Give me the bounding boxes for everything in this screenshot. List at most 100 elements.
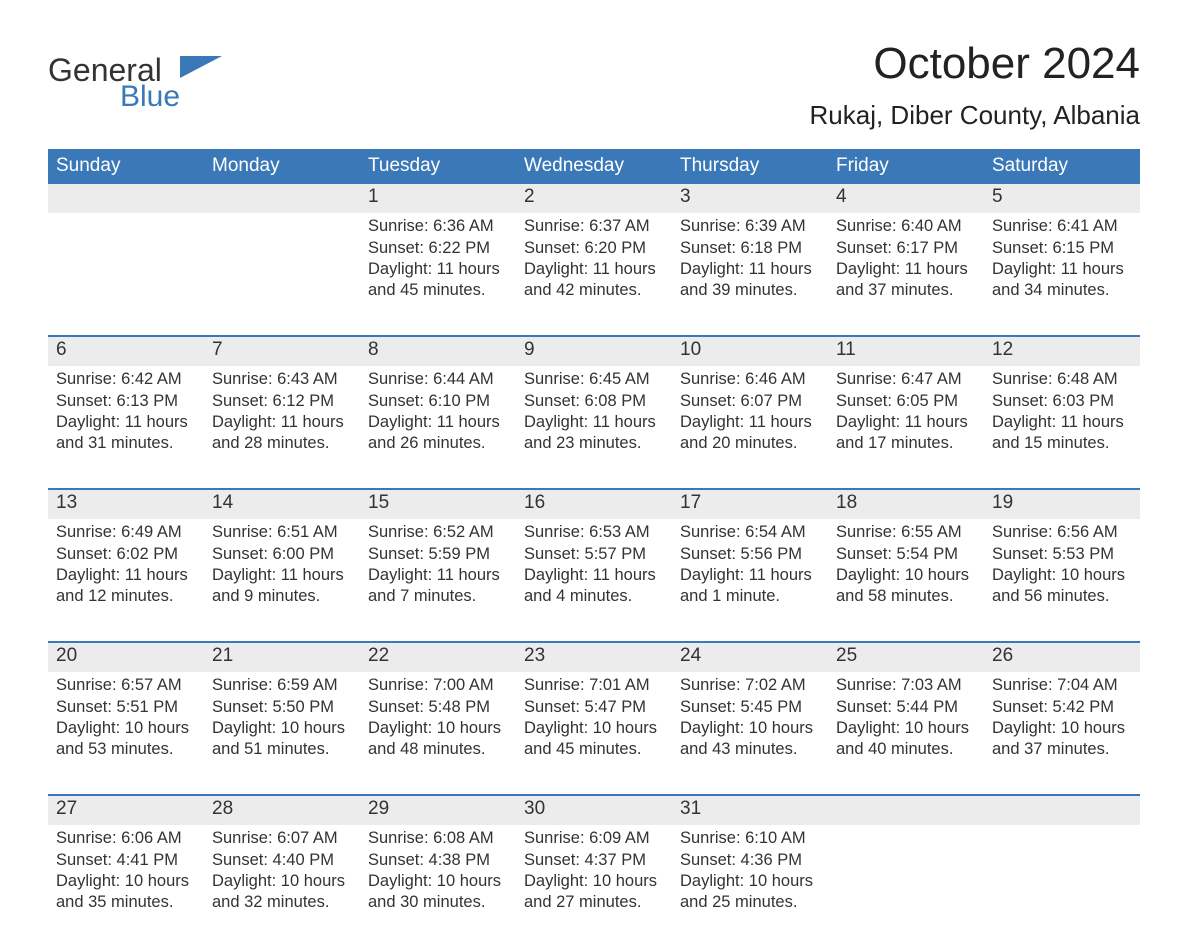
weeks-container: 12345Sunrise: 6:36 AMSunset: 6:22 PMDayl… [48, 184, 1140, 927]
week-block: 6789101112Sunrise: 6:42 AMSunset: 6:13 P… [48, 335, 1140, 488]
details-cell: Sunrise: 7:00 AMSunset: 5:48 PMDaylight:… [360, 672, 516, 772]
details-cell: Sunrise: 6:36 AMSunset: 6:22 PMDaylight:… [360, 213, 516, 313]
sunset-text: Sunset: 5:56 PM [680, 544, 820, 565]
details-cell: Sunrise: 6:43 AMSunset: 6:12 PMDaylight:… [204, 366, 360, 466]
sunset-text: Sunset: 6:17 PM [836, 238, 976, 259]
sunrise-text: Sunrise: 6:40 AM [836, 216, 976, 237]
details-cell [48, 213, 204, 313]
daylight-text: Daylight: 11 hours and 34 minutes. [992, 259, 1132, 301]
daylight-text: Daylight: 10 hours and 30 minutes. [368, 871, 508, 913]
sunset-text: Sunset: 4:38 PM [368, 850, 508, 871]
daylight-text: Daylight: 11 hours and 28 minutes. [212, 412, 352, 454]
week-block: 12345Sunrise: 6:36 AMSunset: 6:22 PMDayl… [48, 184, 1140, 335]
sunset-text: Sunset: 6:15 PM [992, 238, 1132, 259]
date-cell: 29 [360, 796, 516, 825]
daylight-text: Daylight: 10 hours and 32 minutes. [212, 871, 352, 913]
details-row: Sunrise: 6:42 AMSunset: 6:13 PMDaylight:… [48, 366, 1140, 488]
brand-flag-icon [180, 56, 222, 87]
daylight-text: Daylight: 11 hours and 1 minute. [680, 565, 820, 607]
sunrise-text: Sunrise: 6:10 AM [680, 828, 820, 849]
sunrise-text: Sunrise: 6:41 AM [992, 216, 1132, 237]
sunset-text: Sunset: 6:07 PM [680, 391, 820, 412]
details-cell: Sunrise: 6:56 AMSunset: 5:53 PMDaylight:… [984, 519, 1140, 619]
sunrise-text: Sunrise: 7:03 AM [836, 675, 976, 696]
sunset-text: Sunset: 5:47 PM [524, 697, 664, 718]
details-cell: Sunrise: 6:10 AMSunset: 4:36 PMDaylight:… [672, 825, 828, 913]
date-cell: 26 [984, 643, 1140, 672]
details-row: Sunrise: 6:57 AMSunset: 5:51 PMDaylight:… [48, 672, 1140, 794]
details-cell: Sunrise: 6:39 AMSunset: 6:18 PMDaylight:… [672, 213, 828, 313]
sunset-text: Sunset: 5:50 PM [212, 697, 352, 718]
dow-thursday: Thursday [672, 149, 828, 184]
day-of-week-header: Sunday Monday Tuesday Wednesday Thursday… [48, 149, 1140, 184]
date-cell: 19 [984, 490, 1140, 519]
date-cell: 11 [828, 337, 984, 366]
details-cell: Sunrise: 6:44 AMSunset: 6:10 PMDaylight:… [360, 366, 516, 466]
dow-wednesday: Wednesday [516, 149, 672, 184]
date-cell: 17 [672, 490, 828, 519]
sunset-text: Sunset: 6:02 PM [56, 544, 196, 565]
date-cell: 12 [984, 337, 1140, 366]
date-cell: 28 [204, 796, 360, 825]
date-cell [204, 184, 360, 213]
sunrise-text: Sunrise: 6:57 AM [56, 675, 196, 696]
details-cell: Sunrise: 6:46 AMSunset: 6:07 PMDaylight:… [672, 366, 828, 466]
date-cell: 24 [672, 643, 828, 672]
details-cell: Sunrise: 6:52 AMSunset: 5:59 PMDaylight:… [360, 519, 516, 619]
details-cell: Sunrise: 6:09 AMSunset: 4:37 PMDaylight:… [516, 825, 672, 913]
details-cell: Sunrise: 6:07 AMSunset: 4:40 PMDaylight:… [204, 825, 360, 913]
date-cell: 9 [516, 337, 672, 366]
sunrise-text: Sunrise: 7:01 AM [524, 675, 664, 696]
details-cell [204, 213, 360, 313]
daylight-text: Daylight: 10 hours and 53 minutes. [56, 718, 196, 760]
details-cell: Sunrise: 6:37 AMSunset: 6:20 PMDaylight:… [516, 213, 672, 313]
sunrise-text: Sunrise: 6:46 AM [680, 369, 820, 390]
details-cell: Sunrise: 6:55 AMSunset: 5:54 PMDaylight:… [828, 519, 984, 619]
date-row: 13141516171819 [48, 490, 1140, 519]
date-cell: 16 [516, 490, 672, 519]
details-cell: Sunrise: 6:57 AMSunset: 5:51 PMDaylight:… [48, 672, 204, 772]
brand-logo-text: General Blue [48, 54, 180, 112]
date-cell [48, 184, 204, 213]
details-cell: Sunrise: 7:02 AMSunset: 5:45 PMDaylight:… [672, 672, 828, 772]
sunrise-text: Sunrise: 6:45 AM [524, 369, 664, 390]
sunrise-text: Sunrise: 6:47 AM [836, 369, 976, 390]
daylight-text: Daylight: 11 hours and 12 minutes. [56, 565, 196, 607]
sunset-text: Sunset: 5:54 PM [836, 544, 976, 565]
sunset-text: Sunset: 6:10 PM [368, 391, 508, 412]
details-cell: Sunrise: 6:53 AMSunset: 5:57 PMDaylight:… [516, 519, 672, 619]
sunset-text: Sunset: 6:08 PM [524, 391, 664, 412]
date-cell: 6 [48, 337, 204, 366]
sunrise-text: Sunrise: 6:52 AM [368, 522, 508, 543]
brand-word-blue: Blue [120, 82, 180, 112]
sunrise-text: Sunrise: 6:07 AM [212, 828, 352, 849]
date-cell: 2 [516, 184, 672, 213]
date-row: 20212223242526 [48, 643, 1140, 672]
dow-friday: Friday [828, 149, 984, 184]
week-block: 20212223242526Sunrise: 6:57 AMSunset: 5:… [48, 641, 1140, 794]
daylight-text: Daylight: 11 hours and 9 minutes. [212, 565, 352, 607]
date-cell: 15 [360, 490, 516, 519]
dow-monday: Monday [204, 149, 360, 184]
sunset-text: Sunset: 5:42 PM [992, 697, 1132, 718]
date-cell: 4 [828, 184, 984, 213]
daylight-text: Daylight: 11 hours and 37 minutes. [836, 259, 976, 301]
daylight-text: Daylight: 10 hours and 27 minutes. [524, 871, 664, 913]
sunset-text: Sunset: 6:20 PM [524, 238, 664, 259]
daylight-text: Daylight: 11 hours and 39 minutes. [680, 259, 820, 301]
sunset-text: Sunset: 6:03 PM [992, 391, 1132, 412]
daylight-text: Daylight: 10 hours and 43 minutes. [680, 718, 820, 760]
date-cell: 30 [516, 796, 672, 825]
sunset-text: Sunset: 5:51 PM [56, 697, 196, 718]
details-cell: Sunrise: 6:42 AMSunset: 6:13 PMDaylight:… [48, 366, 204, 466]
date-cell: 1 [360, 184, 516, 213]
date-cell: 31 [672, 796, 828, 825]
sunset-text: Sunset: 4:37 PM [524, 850, 664, 871]
sunset-text: Sunset: 6:13 PM [56, 391, 196, 412]
details-cell: Sunrise: 7:03 AMSunset: 5:44 PMDaylight:… [828, 672, 984, 772]
sunset-text: Sunset: 6:05 PM [836, 391, 976, 412]
daylight-text: Daylight: 10 hours and 45 minutes. [524, 718, 664, 760]
details-cell: Sunrise: 7:04 AMSunset: 5:42 PMDaylight:… [984, 672, 1140, 772]
daylight-text: Daylight: 10 hours and 48 minutes. [368, 718, 508, 760]
date-cell: 10 [672, 337, 828, 366]
